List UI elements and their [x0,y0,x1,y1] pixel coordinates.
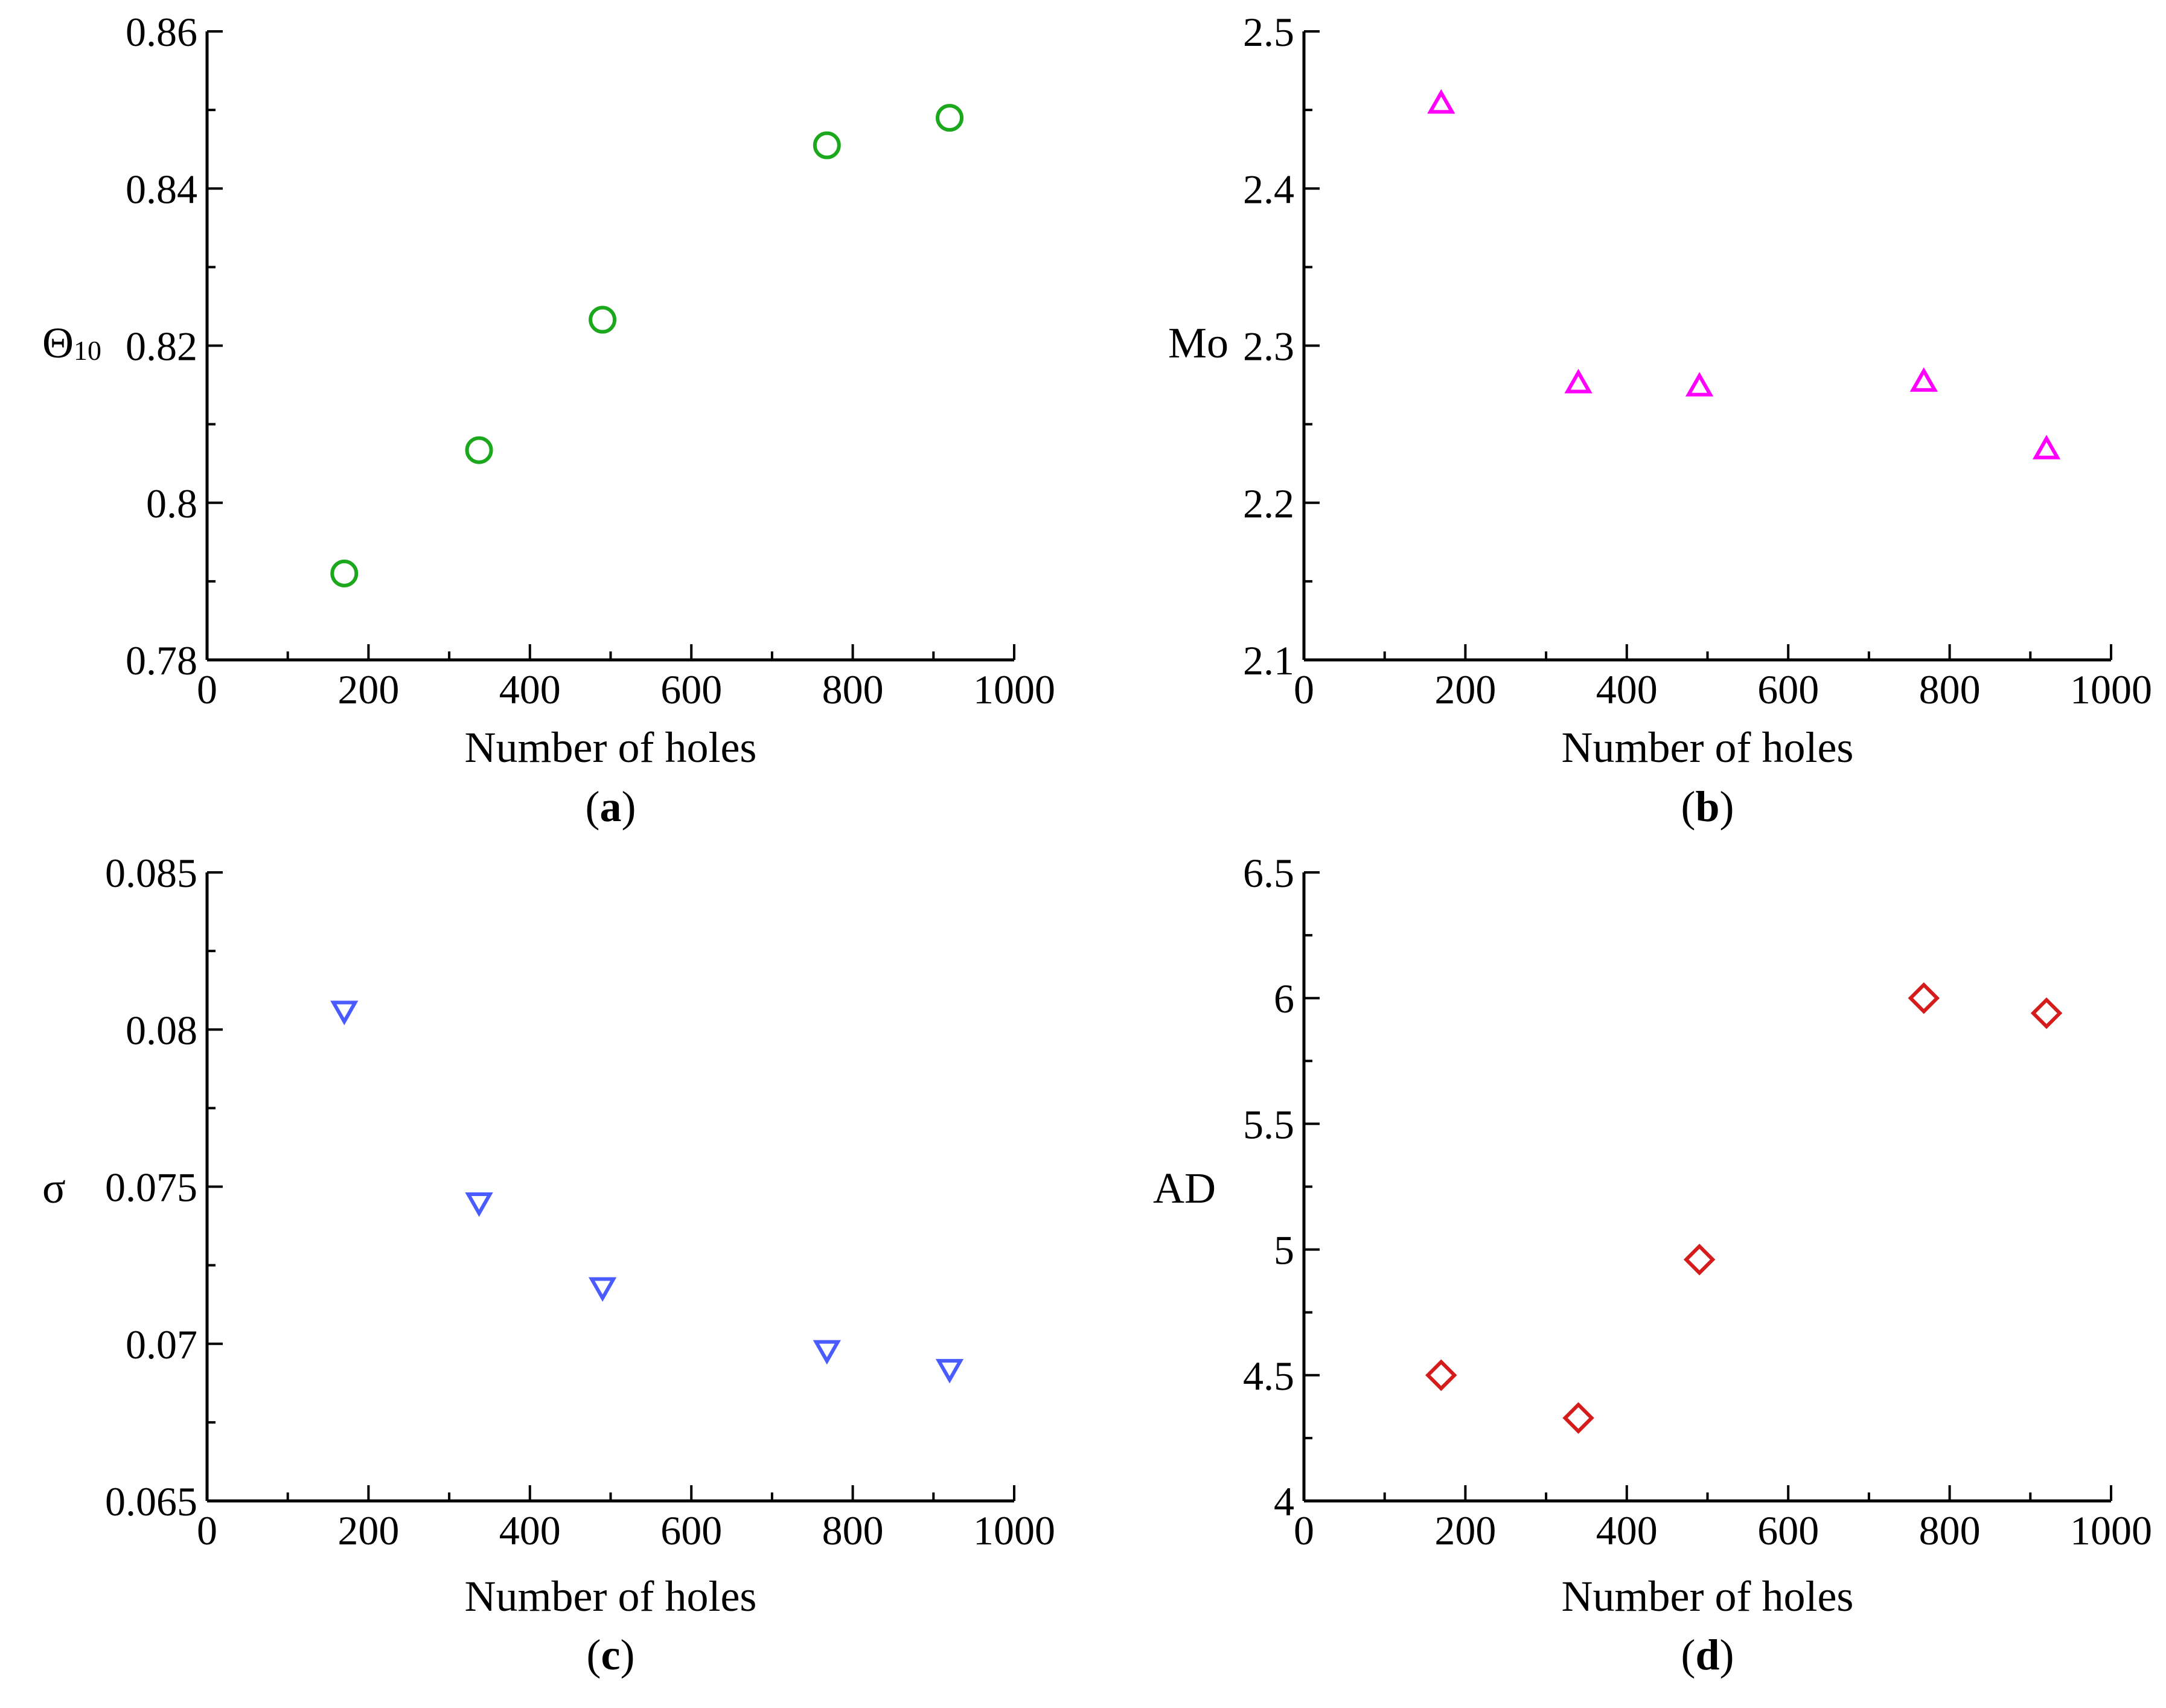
x-tick-label: 0 [1294,667,1314,712]
data-point [589,305,617,334]
y-axis-label: AD [1153,1164,1216,1212]
data-point [2032,435,2061,459]
x-tick-label: 400 [499,1508,561,1553]
x-tick-label: 1000 [2070,1508,2152,1553]
y-tick-label: 0.07 [126,1322,197,1367]
y-tick-label: 0.065 [105,1479,197,1524]
x-tick-label: 200 [1434,1508,1496,1553]
data-point [465,436,493,464]
data-point [813,131,841,159]
y-tick-label: 2.5 [1243,9,1294,55]
x-tick-label: 0 [1294,1508,1314,1553]
y-tick-label: 0.08 [126,1007,197,1053]
panel-caption-letter: a [600,782,622,831]
x-tick-label: 400 [1596,667,1658,712]
x-tick-label: 800 [822,1508,884,1553]
data-point [588,1277,617,1302]
x-tick-label: 1000 [973,667,1055,712]
data-point [1427,89,1455,114]
panel-caption: (c) [587,1631,635,1679]
y-tick-label: 2.3 [1243,324,1294,369]
x-tick-label: 800 [822,667,884,712]
x-tick-label: 1000 [973,1508,1055,1553]
y-tick-label: 0.8 [146,481,197,526]
x-tick-label: 0 [197,1508,217,1553]
x-tick-label: 800 [1919,667,1981,712]
data-point [936,104,964,132]
x-tick-label: 400 [1596,1508,1658,1553]
panel-caption-letter: c [601,1631,621,1679]
y-tick-label: 6 [1274,976,1294,1022]
data-point [465,1192,493,1217]
x-tick-label: 200 [1434,667,1496,712]
data-point [1564,368,1593,394]
y-axis-label: Θ10 [42,319,101,367]
x-tick-label: 0 [197,667,217,712]
y-tick-label: 5.5 [1243,1101,1294,1147]
data-point [1683,1244,1716,1276]
y-tick-label: 0.86 [126,9,197,55]
x-tick-label: 400 [499,667,561,712]
y-tick-label: 6.5 [1243,850,1294,896]
y-tick-label: 0.075 [105,1165,197,1211]
chart-panel-d: 0 200 400 600 800 1000 4 4.5 5 5.5 6 6.5 AD Number of… [1153,850,2152,1679]
data-point [1908,982,1940,1014]
y-tick-label: 2.4 [1243,166,1294,212]
y-tick-label: 0.78 [126,638,197,683]
panel-caption: (b) [1681,782,1734,831]
chart-panel-a: 0 200 400 600 800 1000 0.78 0.8 0.82 0.84 0.86 Θ10 N… [42,9,1055,831]
x-tick-label: 600 [660,667,722,712]
y-axis-label: Mo [1168,319,1228,367]
data-point [330,559,359,587]
chart-panel-b: 0 200 400 600 800 1000 2.1 2.2 2.3 2.4 2.5 Mo Number… [1168,9,2152,831]
x-axis-label: Number of holes [1562,1572,1854,1620]
x-tick-label: 200 [337,1508,399,1553]
panel-caption-letter: b [1695,782,1719,831]
data-point [1562,1402,1594,1434]
y-tick-label: 2.1 [1243,638,1294,683]
data-point [1685,372,1714,397]
data-point [813,1340,841,1365]
panel-caption: (a) [586,782,636,831]
x-tick-label: 1000 [2070,667,2152,712]
data-point [1425,1359,1457,1392]
y-tick-label: 2.2 [1243,481,1294,526]
data-point [330,1000,359,1026]
y-tick-label: 5 [1274,1227,1294,1273]
x-tick-label: 600 [1757,667,1819,712]
y-tick-label: 4.5 [1243,1353,1294,1399]
y-axis-label: σ [42,1164,66,1212]
x-axis-label: Number of holes [465,723,757,772]
data-point [935,1358,964,1384]
x-tick-label: 600 [660,1508,722,1553]
y-tick-label: 0.085 [105,850,197,896]
x-tick-label: 200 [337,667,399,712]
y-tick-label: 4 [1274,1479,1294,1524]
x-tick-label: 800 [1919,1508,1981,1553]
y-axis-label-subscript: 10 [74,335,101,366]
panel-caption: (d) [1681,1631,1734,1679]
y-tick-label: 0.82 [126,324,197,369]
y-tick-label: 0.84 [126,166,197,212]
panel-caption-letter: d [1695,1631,1719,1679]
x-axis-label: Number of holes [1562,723,1854,772]
chart-panel-c: 0 200 400 600 800 1000 0.065 0.07 0.075 0.08 0.085… [42,850,1055,1679]
x-tick-label: 600 [1757,1508,1819,1553]
x-axis-label: Number of holes [465,1572,757,1620]
data-point [2030,997,2063,1029]
data-point [1909,367,1938,392]
